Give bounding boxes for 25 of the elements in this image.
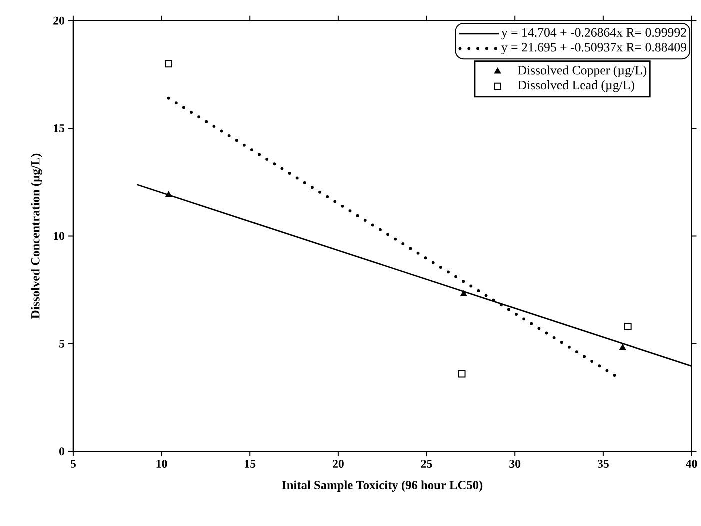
point [166,192,172,198]
x-tick-label: 25 [421,460,432,468]
y-tick-label: 15 [54,124,65,132]
point [165,60,173,68]
legend-label: y = 21.695 + -0.50937x R= 0.88409 [502,43,687,54]
y-axis-title: Dissolved Concentration (µg/L) [31,154,42,319]
x-tick-label: 20 [333,460,344,468]
y-tick-label: 20 [54,16,65,25]
legend-label: y = 14.704 + -0.26864x R= 0.99992 [502,28,686,40]
legend-label: Dissolved Copper (µg/L) [518,66,647,78]
x-tick-label: 35 [598,460,609,468]
point [460,290,468,296]
x-axis-title: Inital Sample Toxicity (96 hour LC50) [282,480,483,492]
x-tick-label: 15 [245,460,256,468]
y-tick-label: 10 [54,232,65,240]
point [620,344,626,350]
point [624,323,632,330]
x-tick-label: 30 [510,460,521,468]
x-tick-label: 5 [70,460,76,468]
x-tick-label: 40 [686,460,698,468]
legend-label: Dissolved Lead (µg/L) [518,80,634,92]
point [458,370,466,378]
y-tick-label: 5 [60,340,65,348]
x-tick-label: 10 [156,460,168,468]
y-tick-label: 0 [60,448,65,456]
